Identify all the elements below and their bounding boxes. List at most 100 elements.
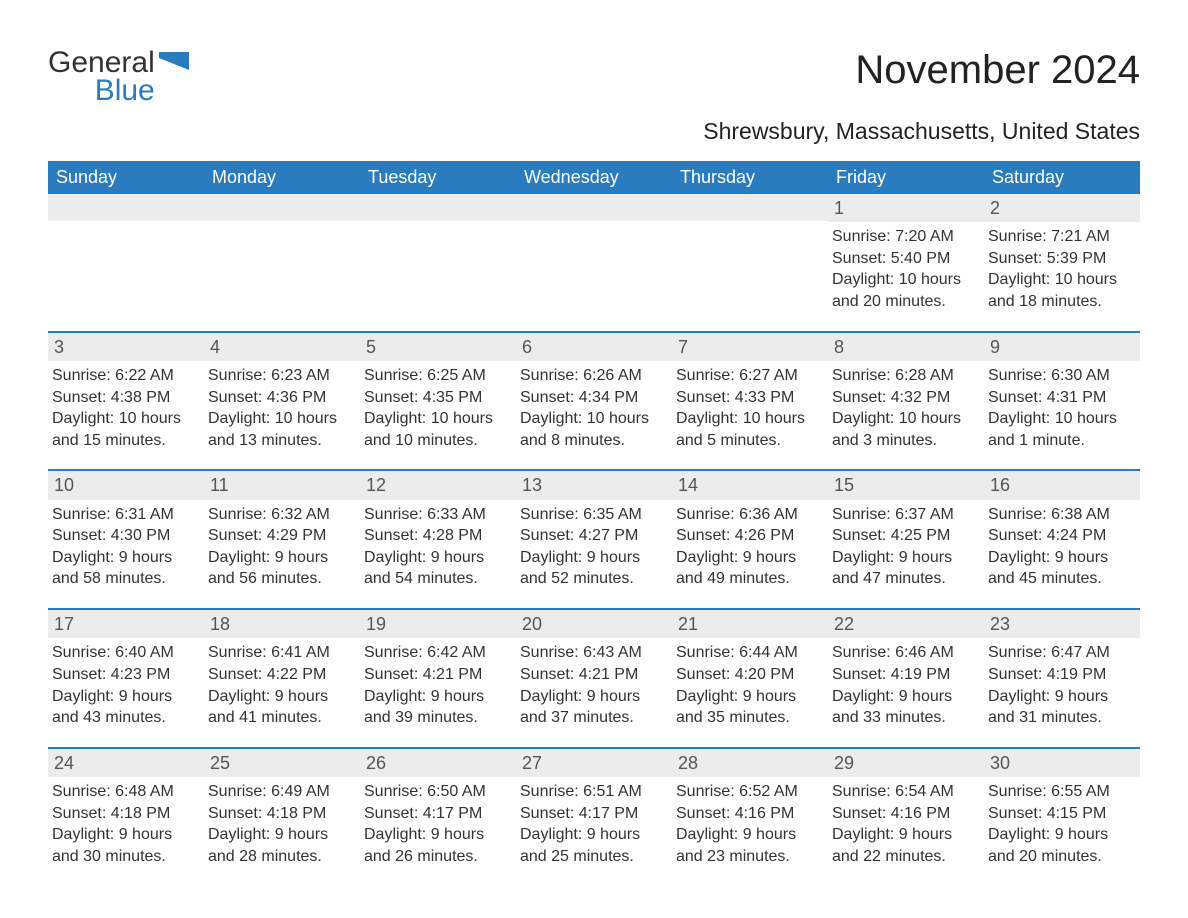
day-number: 30	[984, 747, 1140, 777]
day-number: 14	[672, 469, 828, 499]
daylight-line-2: and 37 minutes.	[520, 707, 668, 729]
calendar-cell	[516, 194, 672, 331]
day-details: Sunrise: 6:38 AMSunset: 4:24 PMDaylight:…	[988, 504, 1136, 590]
daylight-line-1: Daylight: 10 hours	[364, 408, 512, 430]
daylight-line-2: and 49 minutes.	[676, 568, 824, 590]
daylight-line-1: Daylight: 9 hours	[520, 824, 668, 846]
daylight-line-1: Daylight: 9 hours	[520, 547, 668, 569]
calendar-cell: 9Sunrise: 6:30 AMSunset: 4:31 PMDaylight…	[984, 331, 1140, 470]
day-number: 19	[360, 608, 516, 638]
daylight-line-1: Daylight: 9 hours	[988, 686, 1136, 708]
calendar-body: 1Sunrise: 7:20 AMSunset: 5:40 PMDaylight…	[48, 194, 1140, 885]
calendar-cell: 19 Sunrise: 6:42 AMSunset: 4:21 PMDayligh…	[360, 608, 516, 747]
daylight-line-2: and 39 minutes.	[364, 707, 512, 729]
daylight-line-2: and 1 minute.	[988, 430, 1136, 452]
calendar-cell: 1Sunrise: 7:20 AMSunset: 5:40 PMDaylight…	[828, 194, 984, 331]
calendar-cell: 4Sunrise: 6:23 AMSunset: 4:36 PMDaylight…	[204, 331, 360, 470]
daylight-line-2: and 20 minutes.	[988, 846, 1136, 868]
day-number: 2	[984, 194, 1140, 222]
weekday-header: Wednesday	[516, 161, 672, 194]
calendar-week-row: 1Sunrise: 7:20 AMSunset: 5:40 PMDaylight…	[48, 194, 1140, 331]
daylight-line-1: Daylight: 9 hours	[52, 824, 200, 846]
empty-day-bar	[672, 194, 828, 221]
daylight-line-2: and 47 minutes.	[832, 568, 980, 590]
daylight-line-2: and 30 minutes.	[52, 846, 200, 868]
daylight-line-1: Daylight: 10 hours	[52, 408, 200, 430]
sunset-line: Sunset: 4:25 PM	[832, 525, 980, 547]
day-details: Sunrise: 6:52 AMSunset: 4:16 PMDaylight:…	[676, 781, 824, 867]
sunset-line: Sunset: 4:32 PM	[832, 387, 980, 409]
calendar-cell: 2Sunrise: 7:21 AMSunset: 5:39 PMDaylight…	[984, 194, 1140, 331]
sunrise-line: Sunrise: 6:27 AM	[676, 365, 824, 387]
calendar-cell	[48, 194, 204, 331]
sunrise-line: Sunrise: 7:21 AM	[988, 226, 1136, 248]
day-details: Sunrise: 6:55 AMSunset: 4:15 PMDaylight:…	[988, 781, 1136, 867]
calendar-cell: 5Sunrise: 6:25 AMSunset: 4:35 PMDaylight…	[360, 331, 516, 470]
daylight-line-2: and 13 minutes.	[208, 430, 356, 452]
day-details: Sunrise: 6:42 AMSunset: 4:21 PMDaylight:…	[364, 642, 512, 728]
day-number: 24	[48, 747, 204, 777]
day-details: Sunrise: 6:26 AMSunset: 4:34 PMDaylight:…	[520, 365, 668, 451]
daylight-line-2: and 33 minutes.	[832, 707, 980, 729]
daylight-line-1: Daylight: 9 hours	[988, 547, 1136, 569]
sunset-line: Sunset: 4:16 PM	[676, 803, 824, 825]
sunset-line: Sunset: 4:18 PM	[208, 803, 356, 825]
sunset-line: Sunset: 4:36 PM	[208, 387, 356, 409]
day-number: 1	[828, 194, 984, 222]
calendar-week-row: 24Sunrise: 6:48 AMSunset: 4:18 PMDayligh…	[48, 747, 1140, 886]
daylight-line-2: and 41 minutes.	[208, 707, 356, 729]
sunset-line: Sunset: 4:38 PM	[52, 387, 200, 409]
daylight-line-2: and 28 minutes.	[208, 846, 356, 868]
day-number: 18	[204, 608, 360, 638]
daylight-line-2: and 5 minutes.	[676, 430, 824, 452]
daylight-line-2: and 43 minutes.	[52, 707, 200, 729]
daylight-line-1: Daylight: 9 hours	[520, 686, 668, 708]
day-number: 4	[204, 331, 360, 361]
calendar-cell: 12Sunrise: 6:33 AMSunset: 4:28 PMDayligh…	[360, 469, 516, 608]
calendar-cell: 24Sunrise: 6:48 AMSunset: 4:18 PMDayligh…	[48, 747, 204, 886]
sunrise-line: Sunrise: 6:36 AM	[676, 504, 824, 526]
daylight-line-2: and 10 minutes.	[364, 430, 512, 452]
daylight-line-1: Daylight: 9 hours	[208, 547, 356, 569]
sunrise-line: Sunrise: 6:31 AM	[52, 504, 200, 526]
daylight-line-1: Daylight: 9 hours	[832, 547, 980, 569]
day-number: 10	[48, 469, 204, 499]
daylight-line-1: Daylight: 9 hours	[364, 547, 512, 569]
day-number: 7	[672, 331, 828, 361]
weekday-header: Monday	[204, 161, 360, 194]
calendar-cell: 7 Sunrise: 6:27 AMSunset: 4:33 PMDaylight…	[672, 331, 828, 470]
sunrise-line: Sunrise: 6:35 AM	[520, 504, 668, 526]
day-number: 28	[672, 747, 828, 777]
day-details: Sunrise: 6:49 AMSunset: 4:18 PMDaylight:…	[208, 781, 356, 867]
sunrise-line: Sunrise: 6:50 AM	[364, 781, 512, 803]
day-number: 13	[516, 469, 672, 499]
calendar-cell: 30 Sunrise: 6:55 AMSunset: 4:15 PMDayligh…	[984, 747, 1140, 886]
weekday-header-row: SundayMondayTuesdayWednesdayThursdayFrid…	[48, 161, 1140, 194]
day-details: Sunrise: 6:32 AMSunset: 4:29 PMDaylight:…	[208, 504, 356, 590]
empty-day-bar	[360, 194, 516, 221]
sunset-line: Sunset: 4:17 PM	[520, 803, 668, 825]
sunrise-line: Sunrise: 6:25 AM	[364, 365, 512, 387]
sunset-line: Sunset: 4:35 PM	[364, 387, 512, 409]
day-details: Sunrise: 6:25 AMSunset: 4:35 PMDaylight:…	[364, 365, 512, 451]
location-subtitle: Shrewsbury, Massachusetts, United States	[48, 118, 1140, 145]
day-details: Sunrise: 6:30 AMSunset: 4:31 PMDaylight:…	[988, 365, 1136, 451]
calendar-cell: 20Sunrise: 6:43 AMSunset: 4:21 PMDayligh…	[516, 608, 672, 747]
sunset-line: Sunset: 4:23 PM	[52, 664, 200, 686]
sunset-line: Sunset: 4:21 PM	[364, 664, 512, 686]
daylight-line-1: Daylight: 9 hours	[364, 686, 512, 708]
sunset-line: Sunset: 4:31 PM	[988, 387, 1136, 409]
sunrise-line: Sunrise: 6:47 AM	[988, 642, 1136, 664]
sunrise-line: Sunrise: 6:43 AM	[520, 642, 668, 664]
sunset-line: Sunset: 4:19 PM	[832, 664, 980, 686]
daylight-line-2: and 25 minutes.	[520, 846, 668, 868]
day-details: Sunrise: 6:46 AMSunset: 4:19 PMDaylight:…	[832, 642, 980, 728]
day-details: Sunrise: 6:54 AMSunset: 4:16 PMDaylight:…	[832, 781, 980, 867]
calendar-cell: 25Sunrise: 6:49 AMSunset: 4:18 PMDayligh…	[204, 747, 360, 886]
calendar-cell: 10Sunrise: 6:31 AMSunset: 4:30 PMDayligh…	[48, 469, 204, 608]
daylight-line-1: Daylight: 10 hours	[520, 408, 668, 430]
sunset-line: Sunset: 4:17 PM	[364, 803, 512, 825]
daylight-line-2: and 20 minutes.	[832, 291, 980, 313]
day-details: Sunrise: 6:27 AMSunset: 4:33 PMDaylight:…	[676, 365, 824, 451]
sunrise-line: Sunrise: 6:26 AM	[520, 365, 668, 387]
